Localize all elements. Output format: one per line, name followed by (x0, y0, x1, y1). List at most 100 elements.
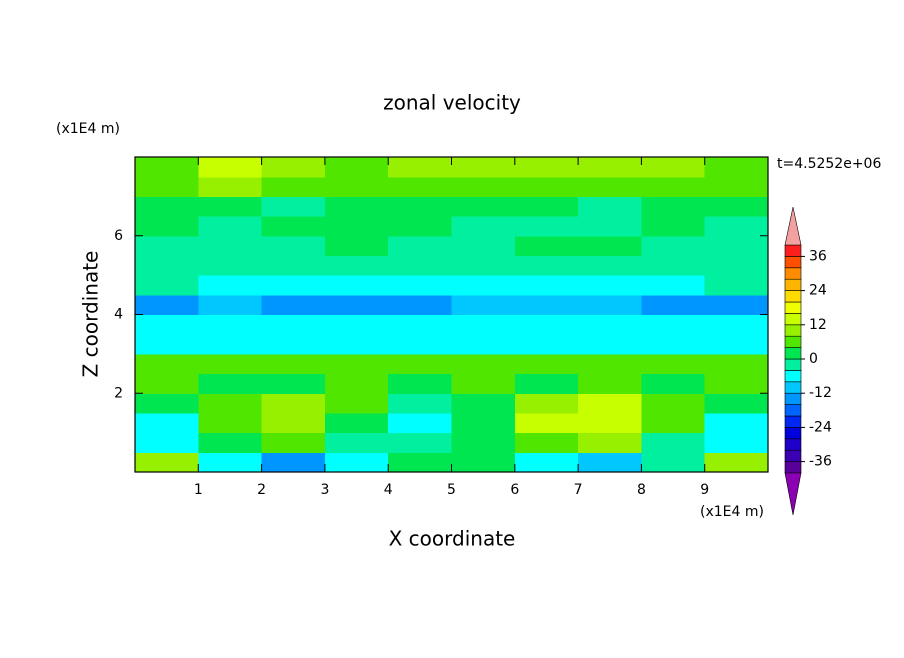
colorbar-box (784, 415, 802, 428)
colorbar-under (784, 472, 802, 516)
colorbar-box (784, 427, 802, 440)
contour-cell (261, 294, 326, 316)
colorbar-tick-label: 0 (809, 351, 818, 367)
contour-cell (135, 294, 199, 316)
contour-cell (704, 353, 769, 375)
contour-cell (451, 393, 516, 414)
contour-cell (198, 275, 263, 296)
contour-cell (135, 314, 199, 335)
contour-cell (514, 393, 579, 414)
contour-cell (514, 275, 579, 296)
contour-cell (451, 235, 516, 257)
contour-cell (451, 255, 516, 276)
contour-cell (451, 334, 516, 355)
contour-cell (514, 432, 579, 453)
contour-cell (261, 334, 326, 355)
contour-cell (324, 196, 389, 217)
contour-cell (641, 216, 706, 237)
contour-cell (198, 176, 263, 197)
contour-cell (135, 176, 199, 197)
contour-cell (261, 275, 326, 296)
colorbar-tick-label: -24 (809, 419, 832, 435)
contour-cell (451, 196, 516, 217)
contour-cell (135, 412, 199, 434)
contour-cell (514, 412, 579, 434)
colorbar-box (784, 381, 802, 394)
colorbar-tick-label: -12 (809, 385, 832, 401)
contour-cell (578, 373, 642, 394)
contour-cell (261, 196, 326, 217)
contour-cell (324, 294, 389, 316)
contour-cell (261, 314, 326, 335)
colorbar-box (784, 449, 802, 462)
contour-cell (641, 314, 706, 335)
contour-cell (451, 353, 516, 375)
contour-cell (135, 157, 199, 178)
contour-cell (135, 432, 199, 453)
contour-cell (261, 373, 326, 394)
contour-cell (578, 334, 642, 355)
x-tick-label: 1 (194, 482, 203, 498)
contour-cell (324, 275, 389, 296)
contour-cell (261, 452, 326, 473)
contour-cell (451, 314, 516, 335)
x-tick-label: 5 (447, 482, 456, 498)
contour-cell (514, 176, 579, 197)
contour-cell (324, 373, 389, 394)
colorbar-tick-label: -36 (809, 454, 832, 470)
time-annotation: t=4.5252e+06 (777, 156, 881, 172)
colorbar-box (784, 370, 802, 383)
contour-cell (578, 432, 642, 453)
contour-cell (578, 294, 642, 316)
contour-cell (324, 157, 389, 178)
contour-cell (578, 393, 642, 414)
contour-cell (135, 235, 199, 257)
contour-cell (451, 294, 516, 316)
contour-cell (641, 157, 706, 178)
colorbar-box (784, 290, 802, 303)
contour-cell (135, 255, 199, 276)
colorbar-box (784, 301, 802, 314)
contour-cell (704, 235, 769, 257)
contour-cell (198, 294, 263, 316)
contour-cell (135, 393, 199, 414)
contour-cell (641, 255, 706, 276)
colorbar-box (784, 324, 802, 337)
colorbar-box (784, 438, 802, 451)
contour-cell (578, 235, 642, 257)
contour-cell (198, 393, 263, 414)
contour-cell (135, 216, 199, 237)
contour-cell (324, 235, 389, 257)
contour-cell (388, 334, 453, 355)
colorbar-tick-label: 24 (809, 283, 827, 299)
x-tick-label: 4 (384, 482, 393, 498)
contour-cell (514, 255, 579, 276)
contour-cell (324, 314, 389, 335)
contour-cell (388, 235, 453, 257)
contour-cell (704, 452, 769, 473)
contour-cell (451, 275, 516, 296)
contour-cell (388, 216, 453, 237)
y-tick-label: 2 (114, 385, 123, 401)
contour-cell (198, 452, 263, 473)
colorbar-box (784, 335, 802, 348)
contour-cell (388, 353, 453, 375)
contour-cell (135, 373, 199, 394)
contour-cell (704, 216, 769, 237)
contour-cell (388, 255, 453, 276)
x-tick-label: 6 (510, 482, 519, 498)
contour-cell (388, 373, 453, 394)
contour-cell (324, 432, 389, 453)
contour-cell (198, 196, 263, 217)
y-axis-label: Z coordinate (79, 251, 103, 378)
axes: 1 2 3 4 5 6 7 8 9 2 4 6 (114, 156, 769, 498)
x-tick-label: 2 (257, 482, 266, 498)
contour-cell (261, 157, 326, 178)
x-tick-label: 3 (320, 482, 329, 498)
contour-cell (451, 412, 516, 434)
contour-cell (641, 412, 706, 434)
contour-cell (388, 432, 453, 453)
contour-cell (388, 176, 453, 197)
contour-cell (324, 176, 389, 197)
